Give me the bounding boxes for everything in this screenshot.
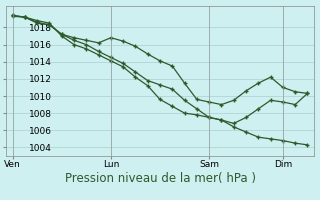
X-axis label: Pression niveau de la mer( hPa ): Pression niveau de la mer( hPa ): [65, 172, 255, 185]
